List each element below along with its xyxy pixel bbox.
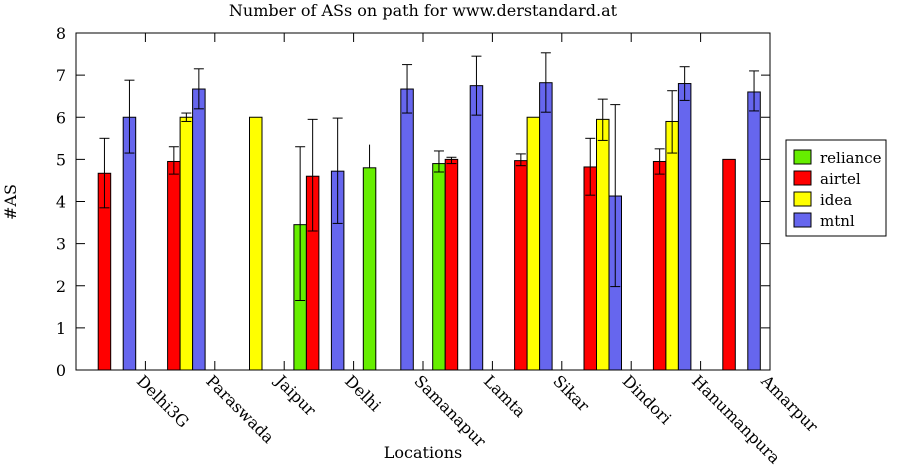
bar-airtel: [167, 160, 181, 371]
legend-swatch-airtel: [793, 170, 812, 186]
bar-mtnl: [469, 85, 484, 371]
x-tick-label: Delhi3G: [133, 371, 193, 431]
bar-idea: [665, 120, 679, 371]
x-tick-label: Amarpur: [757, 371, 822, 436]
x-tick-label: Samanapur: [410, 371, 490, 451]
legend-label-airtel: airtel: [820, 170, 861, 188]
x-tick-label: Delhi: [341, 371, 385, 415]
y-tick-label: 8: [56, 24, 66, 43]
bar-airtel: [652, 160, 667, 371]
y-tick-label: 0: [56, 361, 66, 380]
bar-idea: [179, 116, 194, 371]
bar-idea: [596, 118, 610, 371]
bar-airtel: [444, 158, 459, 371]
bar-mtnl: [122, 116, 137, 371]
y-tick-label: 7: [56, 66, 66, 85]
bar-groups: [97, 82, 761, 371]
error-bars: [99, 52, 760, 301]
legend-swatch-mtnl: [793, 212, 812, 228]
legend: reliance airtel idea mtnl: [785, 139, 887, 237]
plot-frame: [75, 32, 771, 371]
x-tick-label: Jaipur: [270, 370, 320, 420]
bar-mtnl: [747, 91, 761, 371]
y-tick-label: 1: [56, 319, 66, 338]
y-axis-ticks: 0 1 2 3 4 5 6 7 8: [56, 24, 770, 380]
x-tick-label: Paraswada: [202, 371, 278, 447]
bar-airtel: [583, 166, 597, 371]
bar-idea: [249, 116, 263, 371]
bar-reliance: [362, 167, 377, 371]
chart-title: Number of ASs on path for www.derstandar…: [229, 1, 618, 20]
x-tick-label: Sikar: [549, 371, 593, 415]
bar-mtnl: [677, 83, 692, 371]
bar-reliance: [432, 163, 446, 371]
y-tick-label: 5: [56, 150, 66, 169]
y-tick-label: 4: [56, 193, 66, 212]
bar-airtel: [722, 158, 736, 371]
y-axis-label: #AS: [1, 184, 20, 220]
bar-mtnl: [400, 88, 414, 371]
legend-swatch-reliance: [793, 149, 812, 165]
bar-mtnl: [192, 88, 206, 371]
legend-label-mtnl: mtnl: [820, 212, 855, 230]
bar-mtnl: [539, 82, 553, 371]
legend-label-reliance: reliance: [820, 149, 882, 167]
legend-swatch-idea: [793, 191, 812, 207]
y-tick-label: 2: [56, 277, 66, 296]
x-axis-label: Locations: [384, 443, 462, 462]
legend-label-idea: idea: [820, 191, 852, 209]
x-tick-label: Lamta: [480, 371, 530, 421]
x-tick-label: Dindori: [619, 371, 675, 427]
y-tick-label: 6: [56, 108, 66, 127]
y-tick-label: 3: [56, 235, 66, 254]
bar-idea: [526, 116, 541, 371]
bar-airtel: [514, 160, 528, 371]
